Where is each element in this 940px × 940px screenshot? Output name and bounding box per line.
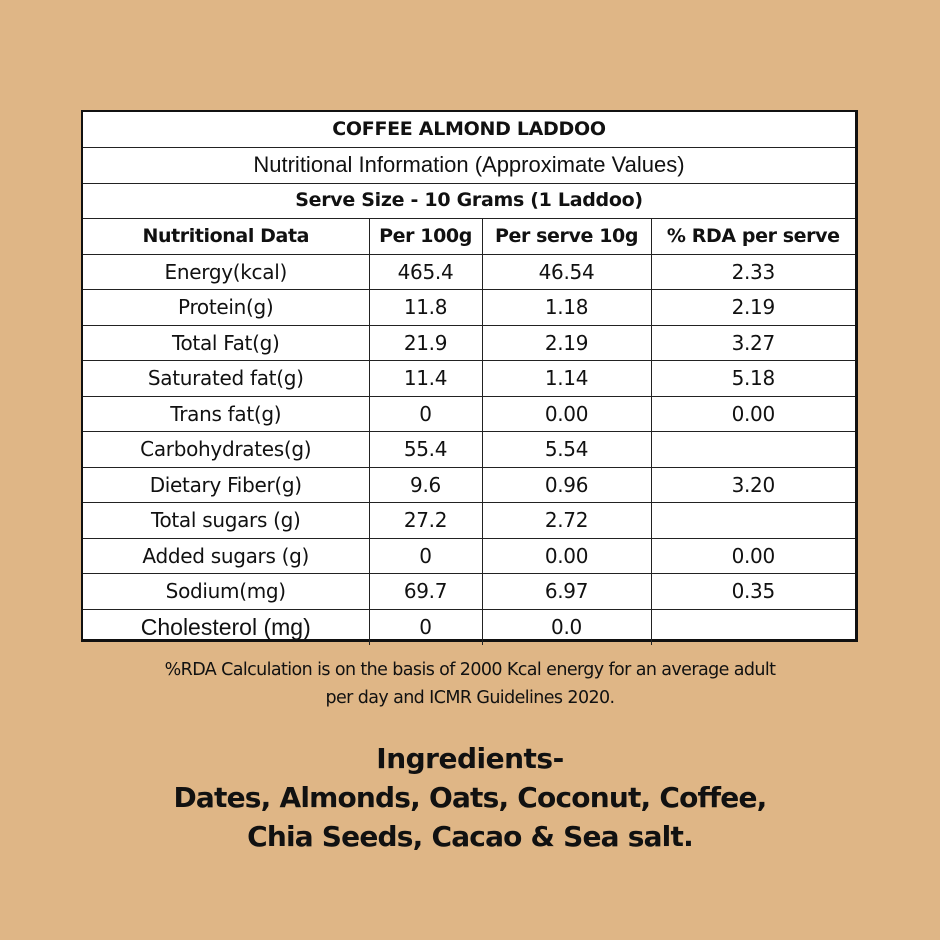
nutrient-name: Cholesterol (mg) [83, 608, 370, 645]
value-per-serve: 1.14 [481, 360, 652, 397]
rda-footnote: %RDA Calculation is on the basis of 2000… [0, 656, 940, 712]
table-header-row: Nutritional Data Per 100g Per serve 10g … [83, 218, 855, 255]
table-row: Protein(g) 11.8 1.18 2.19 [83, 289, 855, 326]
nutrient-name: Sodium(mg) [83, 573, 370, 610]
nutrient-name: Dietary Fiber(g) [83, 466, 370, 503]
nutrient-name: Energy(kcal) [83, 253, 370, 290]
nutrient-name: Protein(g) [83, 289, 370, 326]
footnote-line-1: %RDA Calculation is on the basis of 2000… [164, 660, 776, 680]
ingredients-title: Ingredients- [376, 742, 564, 775]
value-per-serve: 0.00 [481, 395, 652, 432]
value-per-serve: 1.18 [481, 289, 652, 326]
nutrient-name: Trans fat(g) [83, 395, 370, 432]
table-row: Added sugars (g) 0 0.00 0.00 [83, 537, 855, 574]
table-row: Cholesterol (mg) 0 0.0 [83, 608, 855, 645]
serve-size-row: Serve Size - 10 Grams (1 Laddoo) [83, 182, 855, 219]
value-per-serve: 2.72 [481, 502, 652, 539]
value-rda [650, 502, 855, 539]
table-title-row: COFFEE ALMOND LADDOO [83, 112, 855, 148]
nutrient-name: Total sugars (g) [83, 502, 370, 539]
serve-size: Serve Size - 10 Grams (1 Laddoo) [83, 182, 855, 219]
value-rda [650, 608, 855, 645]
value-rda: 0.00 [650, 537, 855, 574]
value-per-100g: 11.4 [368, 360, 483, 397]
value-rda: 0.00 [650, 395, 855, 432]
value-rda: 3.20 [650, 466, 855, 503]
ingredients-line-1: Dates, Almonds, Oats, Coconut, Coffee, [173, 781, 767, 814]
value-per-serve: 2.19 [481, 324, 652, 361]
nutrient-name: Saturated fat(g) [83, 360, 370, 397]
value-per-serve: 46.54 [481, 253, 652, 290]
value-per-100g: 27.2 [368, 502, 483, 539]
table-subtitle-row: Nutritional Information (Approximate Val… [83, 147, 855, 184]
nutrient-name: Added sugars (g) [83, 537, 370, 574]
table-row: Saturated fat(g) 11.4 1.14 5.18 [83, 360, 855, 397]
value-per-100g: 55.4 [368, 431, 483, 468]
footnote-line-2: per day and ICMR Guidelines 2020. [325, 688, 615, 708]
value-per-100g: 0 [368, 537, 483, 574]
ingredients-section: Ingredients- Dates, Almonds, Oats, Cocon… [0, 740, 940, 856]
value-per-100g: 465.4 [368, 253, 483, 290]
value-rda: 0.35 [650, 573, 855, 610]
header-per-100g: Per 100g [368, 218, 483, 255]
value-per-100g: 9.6 [368, 466, 483, 503]
value-rda: 5.18 [650, 360, 855, 397]
table-row: Energy(kcal) 465.4 46.54 2.33 [83, 253, 855, 290]
header-rda: % RDA per serve [650, 218, 855, 255]
table-row: Trans fat(g) 0 0.00 0.00 [83, 395, 855, 432]
value-per-serve: 0.00 [481, 537, 652, 574]
table-row: Total Fat(g) 21.9 2.19 3.27 [83, 324, 855, 361]
nutrient-name: Carbohydrates(g) [83, 431, 370, 468]
value-rda: 2.33 [650, 253, 855, 290]
value-per-serve: 0.0 [481, 608, 652, 645]
nutrition-table-container: COFFEE ALMOND LADDOO Nutritional Informa… [81, 110, 858, 645]
header-nutritional-data: Nutritional Data [83, 218, 370, 255]
nutrition-table: COFFEE ALMOND LADDOO Nutritional Informa… [83, 112, 855, 645]
value-rda: 3.27 [650, 324, 855, 361]
value-per-100g: 0 [368, 395, 483, 432]
value-per-100g: 11.8 [368, 289, 483, 326]
table-row: Sodium(mg) 69.7 6.97 0.35 [83, 573, 855, 610]
value-per-serve: 6.97 [481, 573, 652, 610]
table-subtitle: Nutritional Information (Approximate Val… [83, 147, 855, 184]
value-per-serve: 0.96 [481, 466, 652, 503]
table-row: Total sugars (g) 27.2 2.72 [83, 502, 855, 539]
header-per-serve: Per serve 10g [481, 218, 652, 255]
value-rda [650, 431, 855, 468]
value-per-100g: 69.7 [368, 573, 483, 610]
table-row: Carbohydrates(g) 55.4 5.54 [83, 431, 855, 468]
ingredients-line-2: Chia Seeds, Cacao & Sea salt. [247, 820, 694, 853]
table-row: Dietary Fiber(g) 9.6 0.96 3.20 [83, 466, 855, 503]
value-per-100g: 21.9 [368, 324, 483, 361]
value-per-serve: 5.54 [481, 431, 652, 468]
product-title: COFFEE ALMOND LADDOO [83, 112, 855, 148]
value-per-100g: 0 [368, 608, 483, 645]
value-rda: 2.19 [650, 289, 855, 326]
nutrient-name: Total Fat(g) [83, 324, 370, 361]
